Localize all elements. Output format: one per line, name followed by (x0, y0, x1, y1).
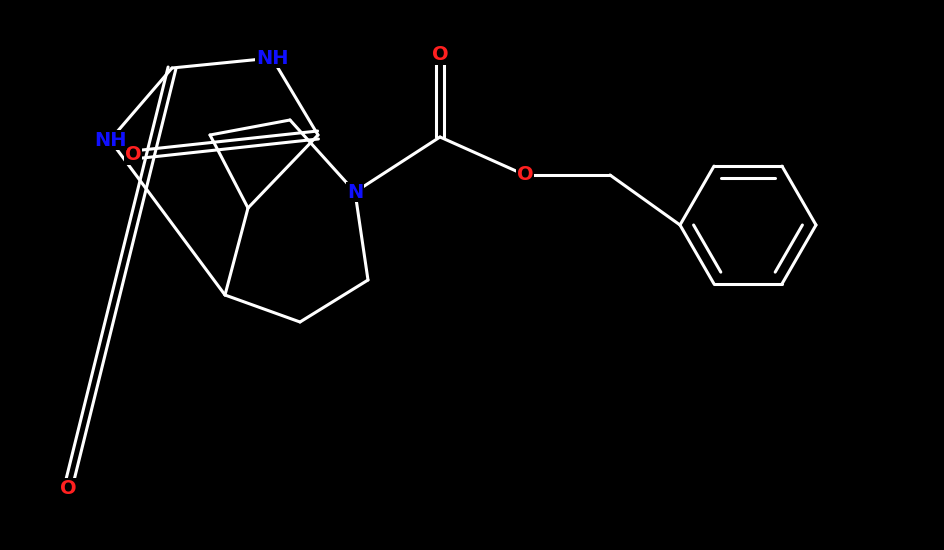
Text: O: O (59, 478, 76, 498)
Text: NH: NH (256, 48, 288, 68)
Text: NH: NH (93, 130, 126, 150)
Text: O: O (516, 166, 533, 184)
Text: O: O (431, 46, 448, 64)
Text: N: N (346, 183, 363, 201)
Text: O: O (125, 146, 142, 164)
